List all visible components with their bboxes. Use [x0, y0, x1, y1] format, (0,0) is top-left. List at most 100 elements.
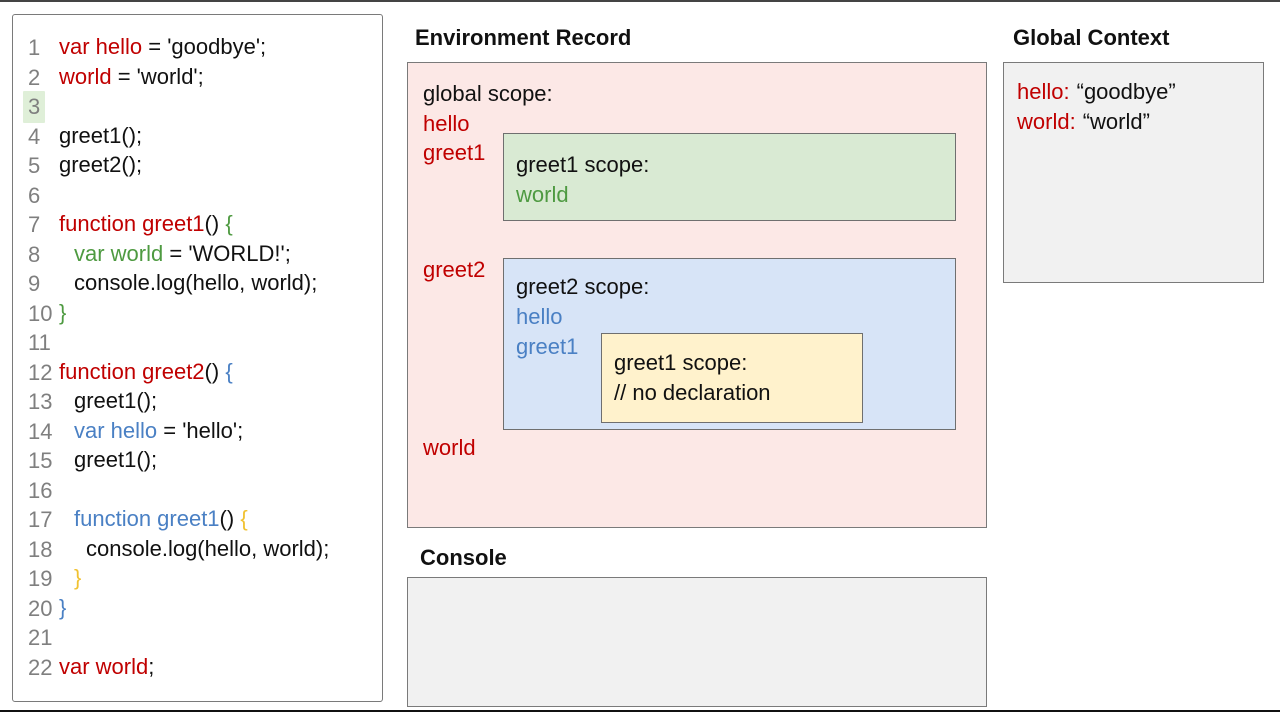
code-text: function greet2() { [59, 359, 233, 384]
code-token: = 'hello'; [157, 417, 244, 443]
code-token: var world [74, 240, 164, 266]
code-text: greet1(); [59, 447, 157, 472]
greet1-scope-var-world: world [516, 182, 569, 207]
code-text: function greet1() { [59, 211, 233, 236]
code-token: () [204, 211, 226, 236]
global-context-key-world: world: [1017, 109, 1076, 134]
code-text: greet1(); [59, 388, 157, 413]
code-line: 6 [13, 180, 382, 210]
code-line: 20} [13, 593, 382, 623]
code-text: } [59, 565, 81, 590]
code-token: var hello [59, 34, 143, 59]
code-text: } [59, 595, 66, 620]
code-line: 11 [13, 327, 382, 357]
console-output-box [407, 577, 987, 707]
line-number-gutter: 11 [13, 327, 59, 359]
line-number-gutter: 22 [13, 652, 59, 684]
code-token: () [219, 506, 241, 531]
global-context-entry-hello: hello: “goodbye” [1017, 77, 1263, 107]
code-text: world = 'world'; [59, 64, 204, 89]
code-token: } [74, 565, 82, 590]
line-number: 7 [28, 212, 41, 237]
code-text: greet1(); [59, 123, 142, 148]
line-number: 1 [28, 35, 41, 60]
code-line: 15 greet1(); [13, 445, 382, 475]
inner-greet1-scope-comment: // no declaration [614, 380, 771, 405]
line-number: 22 [28, 654, 53, 680]
greet1-scope-box: greet1 scope: world [503, 133, 956, 221]
greet2-scope-var-greet1: greet1 [516, 334, 579, 359]
line-number: 17 [28, 507, 53, 532]
code-line: 16 [13, 475, 382, 505]
code-text: var hello = 'goodbye'; [59, 34, 266, 59]
code-text: var world; [59, 654, 154, 679]
greet1-scope-label: greet1 scope: [516, 152, 650, 177]
line-number: 6 [28, 182, 41, 208]
global-context-key-hello: hello: [1017, 79, 1070, 104]
line-number: 5 [28, 153, 41, 178]
code-token: world [59, 63, 112, 89]
line-number-gutter: 16 [13, 475, 59, 507]
line-number: 12 [28, 359, 53, 385]
code-token: { [225, 211, 233, 236]
line-number: 18 [28, 536, 53, 562]
code-token: = 'WORLD!'; [163, 240, 291, 266]
code-line: 17 function greet1() { [13, 504, 382, 534]
code-token: greet1(); [59, 122, 143, 148]
line-number-gutter: 6 [13, 180, 59, 212]
code-line: 5 greet2(); [13, 150, 382, 180]
line-number: 8 [28, 241, 41, 267]
code-line: 19} [13, 563, 382, 593]
line-number-gutter: 12 [13, 357, 59, 389]
code-line: 12 function greet2() { [13, 357, 382, 387]
environment-record-title: Environment Record [415, 25, 632, 50]
line-number: 15 [28, 448, 53, 473]
code-token: greet1(); [74, 388, 158, 413]
code-token: function greet1 [59, 211, 205, 236]
code-text: } [59, 300, 66, 325]
code-line: 4 greet1(); [13, 121, 382, 151]
code-text: var hello = 'hello'; [59, 418, 243, 443]
code-token: } [59, 299, 67, 325]
global-var-greet2: greet2 [423, 257, 486, 282]
code-token: function greet1 [74, 506, 220, 531]
global-var-greet1: greet1 [423, 140, 486, 165]
line-number-gutter: 10 [13, 298, 59, 330]
code-token: } [59, 594, 67, 620]
line-number-gutter: 18 [13, 534, 59, 566]
global-scope-column: global scope: hello greet1 [408, 63, 986, 168]
code-token: function greet2 [59, 358, 205, 384]
line-number-gutter: 19 [13, 563, 59, 595]
code-line: 8 var world = 'WORLD!'; [13, 239, 382, 269]
code-token: greet1(); [74, 447, 158, 472]
code-token: () [204, 358, 226, 384]
inner-greet1-scope-label: greet1 scope: [614, 350, 748, 375]
code-line: 18 console.log(hello, world); [13, 534, 382, 564]
code-text: console.log(hello, world); [59, 536, 329, 561]
line-number: 13 [28, 389, 53, 414]
code-editor-panel: 1 var hello = 'goodbye'; 2 world = 'world';… [12, 14, 383, 702]
code-line: 1 var hello = 'goodbye'; [13, 32, 382, 62]
code-token: var world [59, 653, 149, 679]
line-number: 21 [28, 625, 53, 650]
code-token: greet2(); [59, 152, 143, 177]
line-number-gutter: 20 [13, 593, 59, 625]
code-line: 9 console.log(hello, world); [13, 268, 382, 298]
line-number-gutter: 13 [13, 386, 59, 418]
line-number: 16 [28, 477, 53, 503]
line-number: 4 [28, 123, 41, 149]
line-number: 11 [28, 330, 51, 355]
line-number-gutter: 8 [13, 239, 59, 271]
code-token: ; [148, 653, 155, 679]
global-context-entry-world: world: “world” [1017, 107, 1263, 137]
code-line: 21 [13, 622, 382, 652]
global-scope-label: global scope: [423, 81, 553, 106]
code-token: { [240, 506, 248, 531]
code-text: greet2(); [59, 152, 142, 177]
line-number-gutter: 1 [13, 32, 59, 64]
greet2-scope-box: greet2 scope: hello greet1 greet1 scope:… [503, 258, 956, 430]
line-number-gutter: 14 [13, 416, 59, 448]
global-context-box: hello: “goodbye” world: “world” [1003, 62, 1264, 283]
inner-greet1-scope-box: greet1 scope: // no declaration [601, 333, 863, 423]
